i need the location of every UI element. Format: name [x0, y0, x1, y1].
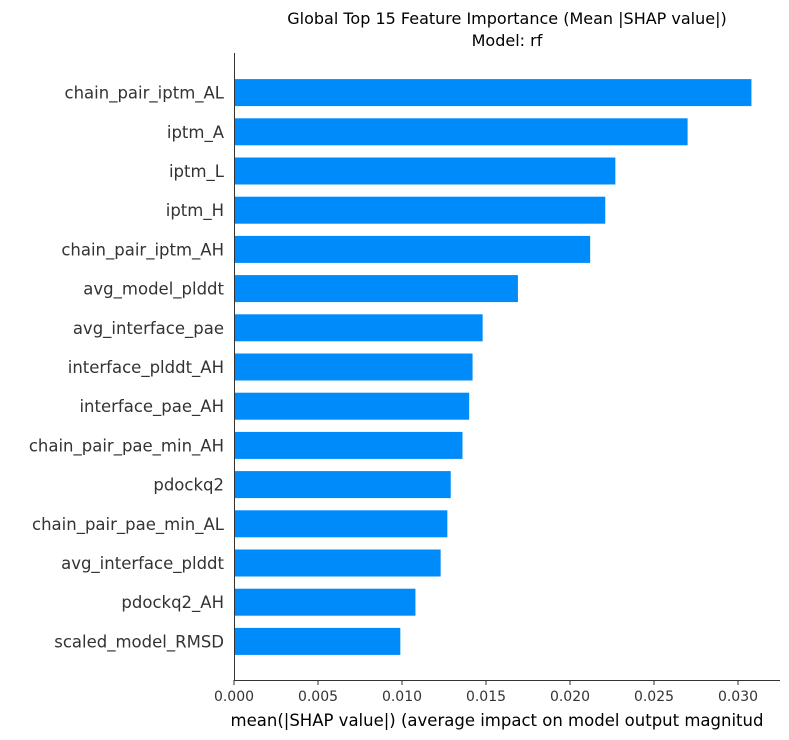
bar [235, 157, 616, 185]
y-tick-label: chain_pair_iptm_AH [61, 240, 224, 260]
bar [235, 392, 470, 420]
y-tick-label: iptm_H [166, 201, 224, 221]
bar [235, 196, 606, 224]
y-tick-label: scaled_model_RMSD [54, 632, 224, 652]
bar [235, 353, 473, 381]
bar [235, 549, 441, 577]
x-ticks-group: 0.000 0.005 0.010 0.015 0.020 0.025 0.030 [214, 680, 758, 705]
bar [235, 314, 483, 342]
y-tick-label: interface_pae_AH [79, 397, 224, 417]
y-tick-label: iptm_A [167, 123, 225, 143]
x-tick-label: 0.030 [718, 689, 758, 705]
bar [235, 118, 688, 146]
bar [235, 235, 591, 263]
chart-subtitle: Model: rf [472, 31, 543, 50]
bar [235, 588, 416, 616]
y-labels-group: chain_pair_iptm_AL iptm_A iptm_L iptm_Hchai… [29, 84, 225, 653]
y-tick-label: chain_pair_pae_min_AL [32, 515, 225, 535]
x-tick-label: 0.000 [214, 689, 254, 705]
y-tick-label: avg_interface_plddt [61, 554, 224, 574]
y-tick-label: chain_pair_iptm_AL [65, 84, 225, 104]
x-tick-label: 0.025 [634, 689, 674, 705]
y-tick-label: avg_model_plddt [83, 280, 224, 300]
y-tick-label: interface_plddt_AH [68, 358, 224, 378]
x-tick-label: 0.005 [298, 689, 338, 705]
x-tick-label: 0.010 [382, 689, 422, 705]
y-tick-label: chain_pair_pae_min_AH [29, 436, 224, 456]
bar [235, 510, 448, 538]
x-tick-label: 0.020 [550, 689, 590, 705]
y-tick-label: pdockq2 [153, 476, 224, 495]
chart-title: Global Top 15 Feature Importance (Mean |… [287, 9, 727, 28]
bar [235, 275, 518, 303]
y-tick-label: avg_interface_pae [73, 319, 224, 339]
x-axis-label: mean(|SHAP value|) (average impact on mo… [231, 711, 764, 730]
x-tick-label: 0.015 [466, 689, 506, 705]
bars-group [235, 79, 752, 655]
bar [235, 79, 752, 107]
y-tick-label: pdockq2_AH [121, 593, 224, 613]
bar [235, 471, 451, 499]
y-tick-label: iptm_L [169, 162, 225, 182]
bar [235, 431, 463, 459]
bar [235, 627, 401, 655]
